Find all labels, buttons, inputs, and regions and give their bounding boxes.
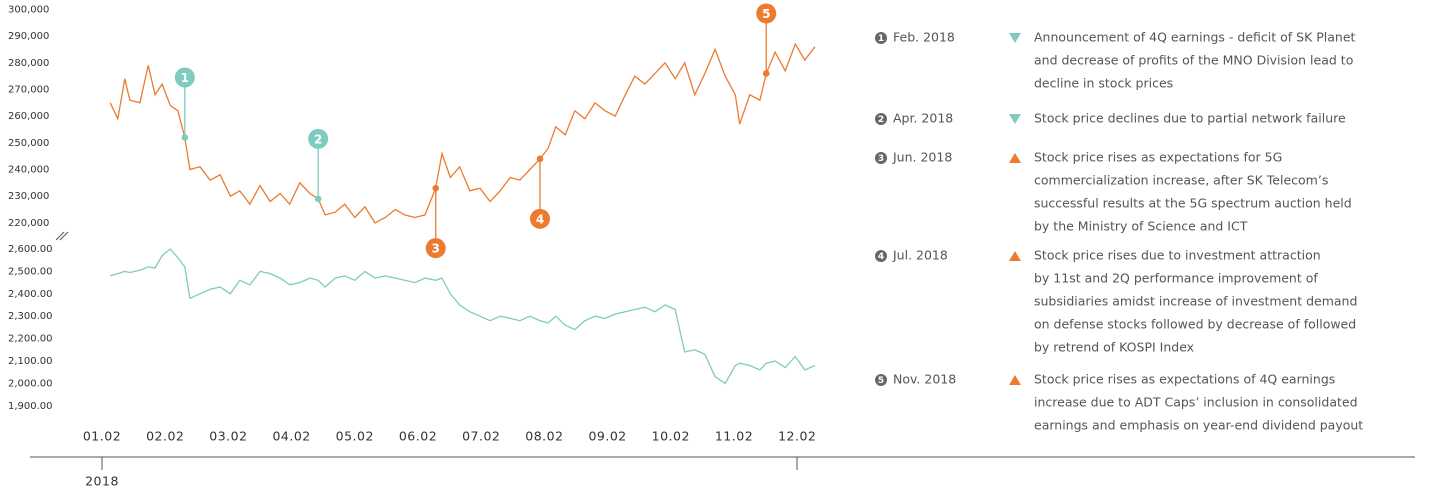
- event-text: by retrend of KOSPI Index: [1034, 340, 1194, 355]
- event-text: subsidiaries amidst increase of investme…: [1034, 294, 1357, 309]
- event-number: 3: [878, 154, 884, 164]
- x-tick-label: 05.02: [336, 429, 374, 444]
- x-tick-label: 07.02: [462, 429, 500, 444]
- y-tick-label: 250,000: [8, 138, 49, 149]
- y-tick-label: 1,900.00: [8, 401, 53, 412]
- event-date: Jul. 2018: [892, 248, 948, 263]
- y-tick-label: 2,500.00: [8, 266, 53, 277]
- x-tick-label: 08.02: [525, 429, 563, 444]
- event-text: Stock price rises due to investment attr…: [1034, 248, 1321, 263]
- event-text: earnings and emphasis on year-end divide…: [1034, 418, 1363, 433]
- y-tick-label: 2,100.00: [8, 356, 53, 367]
- y-tick-label: 240,000: [8, 164, 49, 175]
- y-tick-label: 2,600.00: [8, 244, 53, 255]
- event-date: Nov. 2018: [893, 372, 956, 387]
- marker-badge: [529, 208, 550, 229]
- axis-break: [55, 231, 65, 241]
- event-text: Announcement of 4Q earnings - deficit of…: [1034, 30, 1356, 45]
- event-badge: [875, 374, 887, 386]
- y-tick-label: 290,000: [8, 31, 49, 42]
- y-tick-label: 230,000: [8, 191, 49, 202]
- marker-point: [181, 134, 189, 141]
- event-text: successful results at the 5G spectrum au…: [1034, 196, 1352, 211]
- x-tick-label: 03.02: [209, 429, 247, 444]
- event-date: Jun. 2018: [892, 150, 952, 165]
- x-tick-label: 01.02: [83, 429, 121, 444]
- x-tick-label: 10.02: [652, 429, 690, 444]
- y-tick-label: 260,000: [8, 111, 49, 122]
- event-number: 2: [878, 115, 884, 125]
- event-text: increase due to ADT Caps’ inclusion in c…: [1034, 395, 1358, 410]
- event-badge: [875, 152, 887, 164]
- x-tick-label: 09.02: [588, 429, 626, 444]
- marker-label: 4: [536, 212, 544, 226]
- y-tick-label: 2,300.00: [8, 311, 53, 322]
- event-text: on defense stocks followed by decrease o…: [1034, 317, 1356, 332]
- y-tick-label: 2,200.00: [8, 334, 53, 345]
- event-direction: [1009, 33, 1021, 43]
- event-number: 1: [878, 34, 884, 44]
- x-tick-label: 06.02: [399, 429, 437, 444]
- y-tick-label: 2,000.00: [8, 378, 53, 389]
- event-badge: [875, 32, 887, 44]
- marker-label: 1: [181, 71, 189, 85]
- y-tick-label: 280,000: [8, 58, 49, 69]
- marker-badge: [756, 3, 777, 24]
- event-text: Stock price rises as expectations for 5G: [1034, 150, 1282, 165]
- marker-badge: [425, 238, 446, 259]
- price-line: [110, 248, 816, 385]
- x-tick-label: 12.02: [778, 429, 816, 444]
- timeline-label: 2018: [85, 474, 119, 489]
- event-text: and decrease of profits of the MNO Divis…: [1034, 53, 1353, 68]
- event-text: by 11st and 2Q performance improvement o…: [1034, 271, 1318, 286]
- event-text: decline in stock prices: [1034, 76, 1173, 91]
- event-direction: [1009, 375, 1021, 385]
- y-tick-label: 300,000: [8, 4, 49, 15]
- event-date: Apr. 2018: [893, 111, 953, 126]
- x-tick-label: 02.02: [146, 429, 184, 444]
- x-tick-label: 11.02: [715, 429, 753, 444]
- marker-label: 3: [432, 242, 440, 256]
- axis-break: [59, 231, 69, 241]
- marker-label: 5: [762, 7, 770, 21]
- marker-point: [314, 195, 322, 203]
- event-number: 5: [878, 376, 884, 386]
- event-text: Stock price rises as expectations of 4Q …: [1034, 372, 1335, 387]
- event-direction: [1009, 114, 1021, 124]
- event-badge: [875, 250, 887, 262]
- event-number: 4: [878, 252, 884, 262]
- y-tick-label: 2,400.00: [8, 289, 53, 300]
- event-text: by the Ministry of Science and ICT: [1034, 219, 1248, 234]
- event-direction: [1009, 153, 1021, 163]
- marker-point: [536, 155, 544, 163]
- y-tick-label: 270,000: [8, 84, 49, 95]
- x-tick-label: 04.02: [272, 429, 310, 444]
- event-date: Feb. 2018: [893, 30, 955, 45]
- event-direction: [1009, 251, 1021, 261]
- marker-badge: [174, 67, 195, 88]
- marker-point: [762, 70, 770, 77]
- marker-label: 2: [314, 132, 322, 146]
- event-text: Stock price declines due to partial netw…: [1034, 111, 1346, 126]
- y-tick-label: 220,000: [8, 218, 49, 229]
- event-text: commercialization increase, after SK Tel…: [1034, 173, 1328, 188]
- event-badge: [875, 113, 887, 125]
- price-line: [109, 42, 816, 224]
- marker-badge: [308, 128, 329, 149]
- marker-point: [432, 184, 440, 192]
